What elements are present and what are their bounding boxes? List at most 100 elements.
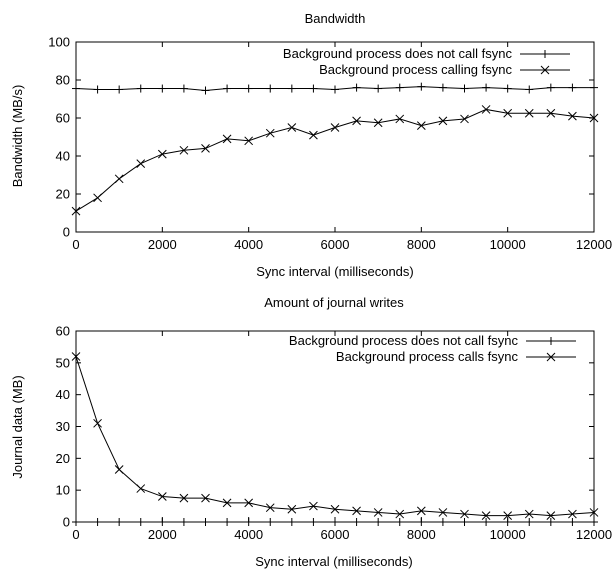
series-fsync-point-b — [481, 511, 491, 520]
series-fsync-point — [503, 511, 513, 520]
x-tick-label: 12000 — [576, 527, 612, 542]
series-fsync-point-b — [136, 159, 146, 168]
series-fsync-point-b — [330, 123, 340, 132]
x-tick-label: 4000 — [234, 237, 263, 252]
series-no-fsync-point — [568, 518, 577, 526]
series-fsync-point — [136, 159, 146, 168]
series-no-fsync-point — [72, 84, 80, 93]
series-fsync-point — [589, 508, 599, 517]
legend-marker — [540, 65, 550, 75]
series-fsync-point-b — [438, 116, 448, 126]
series-fsync-point — [460, 509, 469, 519]
series-fsync-point-b — [373, 508, 383, 517]
legend-label-calls-fsync: Background process calls fsync — [336, 349, 519, 364]
series-fsync-point — [395, 509, 405, 519]
series-no-fsync-point — [482, 518, 491, 526]
x-tick-label: 10000 — [490, 237, 526, 252]
series-fsync-point-b — [416, 121, 426, 130]
series-fsync-point — [416, 506, 426, 516]
series-fsync-point-b — [395, 509, 405, 519]
series-no-fsync — [72, 82, 598, 95]
series-fsync-point — [438, 508, 448, 517]
series-fsync-point-b — [416, 506, 426, 516]
x-tick-label: 6000 — [321, 527, 350, 542]
x-tick-label: 10000 — [490, 527, 526, 542]
series-no-fsync-point — [287, 518, 296, 526]
series-no-fsync-point — [201, 518, 210, 526]
series-no-fsync-point — [568, 83, 577, 92]
series-fsync-point-b — [503, 511, 513, 520]
x-tick-label: 2000 — [148, 527, 177, 542]
series-fsync-point — [265, 503, 275, 513]
series-fsync-point — [309, 130, 318, 140]
series-no-fsync-point — [503, 84, 512, 93]
series-fsync-point — [157, 149, 167, 159]
series-fsync-point-b — [136, 484, 146, 493]
legend-entry-label: Background process does not call fsync — [289, 333, 519, 348]
series-fsync-point — [114, 465, 124, 474]
series-fsync-point-b — [481, 105, 491, 114]
series-no-fsync-point — [331, 518, 339, 526]
legend-entry-label: Background process does not call fsync — [283, 46, 513, 61]
series-no-fsync-point — [331, 85, 339, 94]
series-no-fsync-point — [223, 84, 232, 93]
series-no-fsync-point — [395, 518, 404, 526]
x-axis-label: Sync interval (milliseconds) — [255, 554, 413, 569]
series-fsync-point — [352, 506, 361, 516]
series-no-fsync-point — [546, 518, 555, 526]
series-fsync-point — [287, 123, 297, 132]
series-fsync-point-b — [71, 206, 81, 216]
series-no-fsync-point — [417, 82, 426, 91]
legend-sample-series-fsync — [520, 65, 570, 75]
series-fsync-point-b — [546, 511, 556, 520]
series-no-fsync-point — [503, 518, 512, 526]
series-fsync-point-b — [524, 108, 534, 118]
y-tick-label: 0 — [63, 225, 70, 240]
chart-title: Amount of journal writes — [264, 295, 404, 310]
series-no-fsync-point — [417, 518, 426, 526]
series-no-fsync-point — [438, 518, 447, 526]
series-fsync-point — [93, 193, 102, 203]
x-tick-label: 8000 — [407, 527, 436, 542]
y-tick-label: 20 — [56, 451, 70, 466]
series-no-fsync-point — [115, 518, 124, 526]
x-tick-label: 6000 — [321, 237, 350, 252]
series-fsync-point — [352, 116, 361, 126]
legend-entry-label: Background process calling fsync — [319, 62, 512, 77]
legend-label-calling-fsync: Background process calling fsync — [319, 62, 512, 77]
series-no-fsync-point — [158, 84, 167, 93]
series-fsync — [71, 352, 599, 520]
y-tick-label: 50 — [56, 355, 70, 370]
series-fsync-point-b — [309, 501, 318, 511]
series-no-fsync-point — [266, 84, 275, 93]
series-no-fsync-point — [287, 84, 296, 93]
bandwidth-chart: Bandwidth Bandwidth (MB/s) Sync interval… — [10, 11, 612, 279]
series-no-fsync-point — [482, 83, 491, 92]
series-fsync-point-b — [309, 130, 318, 140]
legend-sample-series-fsync — [526, 352, 576, 362]
series-fsync-point-b — [395, 114, 405, 124]
series-fsync-point-b — [460, 509, 469, 519]
series-no-fsync-point — [525, 518, 534, 526]
y-tick-label: 60 — [56, 111, 70, 126]
series-fsync-point-b — [546, 108, 556, 118]
series-fsync — [71, 105, 599, 216]
series-fsync-point — [157, 492, 167, 501]
series-no-fsync-point — [352, 83, 361, 92]
series-fsync-point-b — [93, 193, 102, 203]
series-fsync-point-b — [524, 509, 534, 519]
series-fsync-point — [265, 128, 275, 138]
series-fsync-point — [179, 145, 189, 155]
x-axis-label: Sync interval (milliseconds) — [256, 264, 414, 279]
series-fsync-point — [201, 144, 210, 153]
legend-label-no-fsync: Background process does not call fsync — [283, 46, 513, 61]
series-fsync-point — [524, 108, 534, 118]
legend-sample-series-no-fsync — [526, 337, 576, 345]
y-tick-label: 40 — [56, 387, 70, 402]
series-no-fsync-point — [395, 83, 404, 92]
series-no-fsync-point — [438, 83, 447, 92]
series-fsync-point-b — [373, 118, 383, 128]
series-no-fsync-point — [374, 84, 383, 93]
